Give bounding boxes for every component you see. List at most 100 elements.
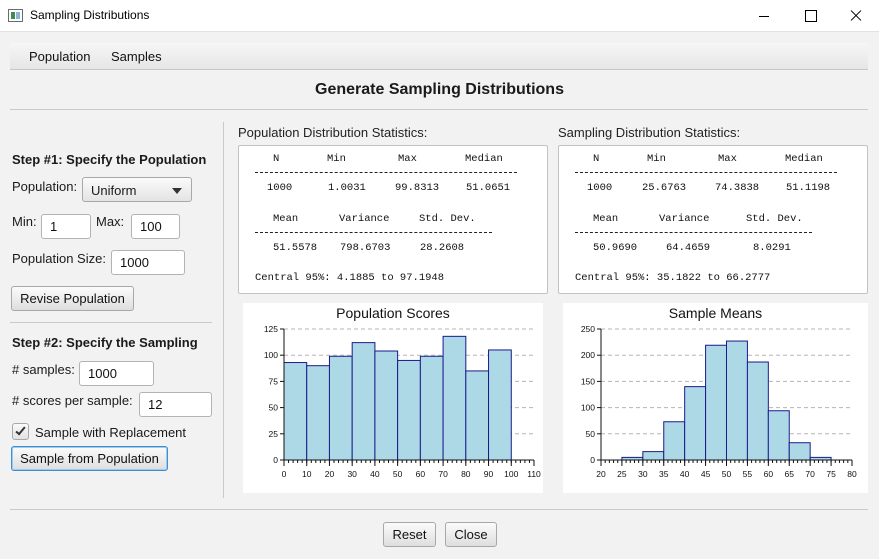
stat-header: Variance bbox=[339, 213, 390, 225]
stat-value: 25.6763 bbox=[642, 182, 687, 194]
replacement-checkbox[interactable] bbox=[12, 423, 29, 440]
stat-header: Median bbox=[465, 153, 503, 165]
x-tick-label: 40 bbox=[370, 469, 380, 479]
x-tick-label: 30 bbox=[347, 469, 357, 479]
central-95-text: Central 95%: 4.1885 to 97.1948 bbox=[255, 272, 445, 284]
x-tick-label: 40 bbox=[680, 469, 690, 479]
histogram-bar bbox=[442, 335, 467, 461]
histogram-bar bbox=[684, 386, 707, 461]
x-tick-label: 90 bbox=[484, 469, 494, 479]
y-tick-label: 50 bbox=[586, 429, 596, 439]
chart-title: Sample Means bbox=[668, 305, 763, 321]
y-tick-label: 200 bbox=[581, 350, 595, 360]
stat-header: Max bbox=[718, 153, 737, 165]
x-tick-label: 30 bbox=[638, 469, 648, 479]
menu-samples[interactable]: Samples bbox=[111, 49, 162, 64]
sample-from-population-button[interactable]: Sample from Population bbox=[11, 446, 168, 471]
close-button[interactable]: Close bbox=[445, 522, 497, 547]
stat-header: Max bbox=[398, 153, 417, 165]
window-close-button[interactable] bbox=[833, 0, 879, 32]
x-tick-label: 55 bbox=[743, 469, 753, 479]
population-select[interactable]: Uniform bbox=[82, 177, 192, 202]
histogram-bar bbox=[705, 344, 727, 461]
scores-per-sample-input[interactable]: 12 bbox=[139, 392, 212, 417]
x-tick-label: 70 bbox=[438, 469, 448, 479]
stat-header: Min bbox=[647, 153, 666, 165]
step2-heading: Step #2: Specify the Sampling bbox=[12, 335, 198, 350]
sample-means-chart: Sample Means 0 50 100 150 200 250 20 25 30 35 40 45… bbox=[563, 303, 868, 493]
stat-value: 64.4659 bbox=[666, 242, 711, 254]
stat-header: Mean bbox=[273, 213, 299, 225]
histogram-bar bbox=[642, 451, 665, 461]
x-tick-label: 75 bbox=[826, 469, 836, 479]
x-tick-label: 35 bbox=[659, 469, 669, 479]
stat-value: 1000 bbox=[267, 182, 293, 194]
samples-input[interactable]: 1000 bbox=[79, 361, 154, 386]
replacement-label: Sample with Replacement bbox=[35, 425, 187, 440]
min-input[interactable]: 1 bbox=[41, 214, 91, 239]
stat-value: 51.0651 bbox=[466, 182, 511, 194]
x-tick-label: 20 bbox=[325, 469, 335, 479]
stats-rule bbox=[575, 172, 837, 173]
step1-heading: Step #1: Specify the Population bbox=[12, 152, 207, 167]
x-tick-label: 45 bbox=[701, 469, 711, 479]
histogram-svg: 0 25 50 75 100 125 0 10 20 30 40 50 60 70 80 90 100 110 bbox=[264, 324, 541, 479]
population-stats-box: N Min Max Median 1000 1.0031 99.8313 51.… bbox=[238, 145, 548, 294]
x-tick-label: 25 bbox=[617, 469, 627, 479]
y-tick-label: 125 bbox=[264, 324, 278, 334]
stat-value: 51.1198 bbox=[786, 182, 831, 194]
step-divider bbox=[10, 322, 212, 323]
stat-header: N bbox=[273, 153, 280, 165]
y-tick-label: 100 bbox=[264, 350, 278, 360]
check-icon bbox=[15, 424, 26, 436]
population-size-input[interactable]: 1000 bbox=[111, 250, 185, 275]
maximize-button[interactable] bbox=[787, 0, 833, 32]
x-tick-label: 80 bbox=[847, 469, 857, 479]
reset-button[interactable]: Reset bbox=[383, 522, 436, 547]
stat-value: 1.0031 bbox=[328, 182, 366, 194]
footer-divider bbox=[10, 509, 868, 510]
stat-header: Mean bbox=[593, 213, 619, 225]
y-tick-label: 100 bbox=[581, 403, 595, 413]
sampling-stats-title: Sampling Distribution Statistics: bbox=[558, 125, 741, 140]
scores-per-sample-label: # scores per sample: bbox=[12, 393, 133, 408]
revise-population-button[interactable]: Revise Population bbox=[11, 286, 134, 311]
x-tick-label: 10 bbox=[302, 469, 312, 479]
x-tick-label: 20 bbox=[596, 469, 606, 479]
stat-value: 28.2608 bbox=[420, 242, 465, 254]
sampling-stats-box: N Min Max Median 1000 25.6763 74.3838 51… bbox=[558, 145, 868, 294]
stat-value: 798.6703 bbox=[340, 242, 391, 254]
stats-rule bbox=[255, 172, 517, 173]
x-tick-label: 60 bbox=[764, 469, 774, 479]
y-tick-label: 250 bbox=[581, 324, 595, 334]
minimize-button[interactable] bbox=[742, 0, 788, 32]
menu-population[interactable]: Population bbox=[29, 49, 91, 64]
population-scores-chart: Population Scores 0 25 50 75 100 125 0 10 20 30 40… bbox=[243, 303, 543, 493]
histogram-bar bbox=[351, 342, 376, 461]
stat-value: 8.0291 bbox=[753, 242, 791, 254]
population-stats-title: Population Distribution Statistics: bbox=[238, 125, 428, 140]
x-tick-label: 70 bbox=[805, 469, 815, 479]
stat-header: Std. Dev. bbox=[746, 213, 803, 225]
histogram-bar bbox=[283, 362, 308, 461]
histogram-bar bbox=[746, 361, 769, 461]
y-tick-label: 50 bbox=[269, 403, 279, 413]
y-tick-label: 25 bbox=[269, 429, 279, 439]
stat-header: Median bbox=[785, 153, 823, 165]
histogram-bar bbox=[374, 350, 399, 461]
histogram-bar bbox=[663, 421, 686, 461]
max-label: Max: bbox=[96, 214, 125, 229]
histogram-bar bbox=[328, 355, 353, 461]
menu-bar: Population Samples bbox=[10, 43, 868, 70]
y-tick-label: 75 bbox=[269, 376, 279, 386]
x-tick-label: 100 bbox=[504, 469, 518, 479]
stat-value: 51.5578 bbox=[273, 242, 318, 254]
samples-label: # samples: bbox=[12, 362, 75, 377]
app-icon bbox=[8, 9, 23, 22]
chart-title: Population Scores bbox=[336, 305, 450, 321]
max-input[interactable]: 100 bbox=[131, 214, 180, 239]
histogram-bar bbox=[788, 442, 811, 461]
stat-header: N bbox=[593, 153, 600, 165]
panel-divider bbox=[223, 122, 224, 498]
histogram-bar bbox=[726, 340, 748, 461]
